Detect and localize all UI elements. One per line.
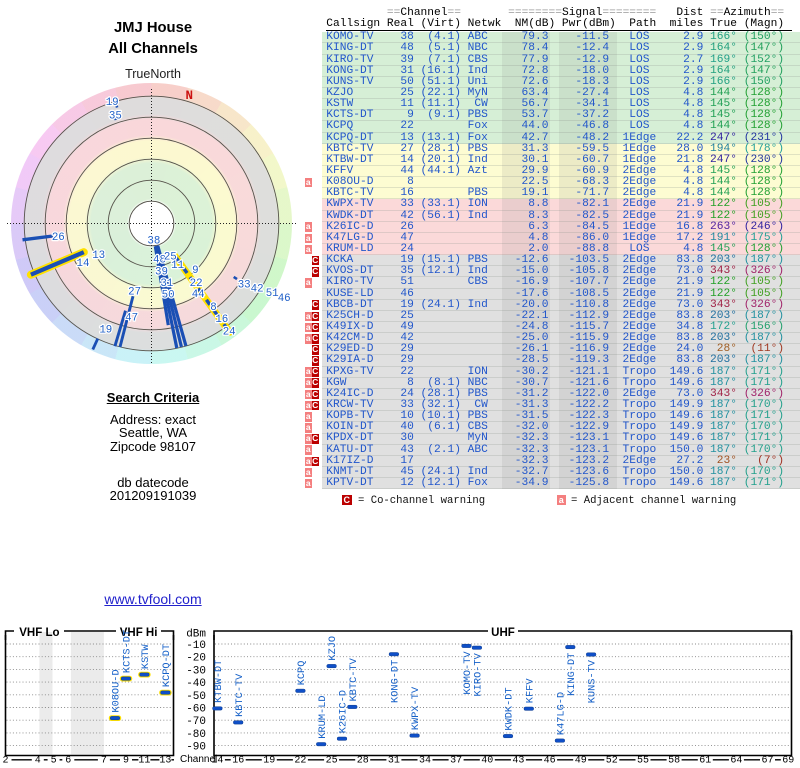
svg-text:46: 46 [544,756,556,767]
svg-text:KSTW: KSTW [140,644,152,670]
svg-text:KTBW-DT: KTBW-DT [213,660,225,703]
svg-text:43: 43 [512,756,524,767]
svg-text:KCPQ-DT: KCPQ-DT [161,644,173,687]
svg-text:9: 9 [123,756,129,767]
svg-text:11: 11 [171,260,184,272]
svg-text:50: 50 [162,289,175,301]
svg-text:KBTC-TV: KBTC-TV [234,673,246,717]
svg-text:K47LG-D: K47LG-D [556,692,568,735]
svg-text:14: 14 [211,756,223,767]
svg-text:22: 22 [294,756,306,767]
svg-text:26: 26 [52,232,65,244]
svg-text:13: 13 [159,756,171,767]
svg-text:-60: -60 [186,704,206,716]
svg-text:8: 8 [210,302,216,314]
svg-text:N: N [186,89,194,103]
svg-text:19: 19 [106,97,119,109]
svg-text:K08OU-D: K08OU-D [111,669,123,712]
svg-text:37: 37 [450,756,462,767]
svg-text:27: 27 [128,286,141,298]
svg-text:-50: -50 [186,691,206,703]
svg-text:KUNS-TV: KUNS-TV [587,659,599,703]
svg-text:11: 11 [138,756,150,767]
svg-text:31: 31 [161,278,174,290]
svg-text:31: 31 [388,756,400,767]
svg-text:KOMO-TV: KOMO-TV [462,651,474,695]
svg-text:69: 69 [782,756,794,767]
svg-text:-80: -80 [186,729,206,741]
svg-text:4: 4 [35,756,41,767]
svg-text:K26IC-D: K26IC-D [338,690,350,733]
svg-text:49: 49 [575,756,587,767]
svg-text:KWDK-DT: KWDK-DT [504,687,516,730]
svg-text:58: 58 [668,756,680,767]
svg-text:19: 19 [263,756,275,767]
svg-text:67: 67 [761,756,773,767]
svg-text:KIRO-TV: KIRO-TV [473,652,485,696]
svg-text:16: 16 [232,756,244,767]
svg-text:25: 25 [326,756,338,767]
svg-text:KWPX-TV: KWPX-TV [410,686,422,730]
svg-text:KING-DT: KING-DT [566,653,578,696]
svg-text:-70: -70 [186,716,206,728]
svg-text:52: 52 [606,756,618,767]
svg-text:38: 38 [148,235,161,247]
svg-text:VHF Lo: VHF Lo [19,627,59,639]
svg-text:48: 48 [153,254,166,266]
svg-text:47: 47 [125,312,138,324]
svg-text:-20: -20 [186,653,206,665]
svg-text:6: 6 [65,756,71,767]
svg-text:55: 55 [637,756,649,767]
svg-text:9: 9 [192,265,198,277]
svg-text:14: 14 [77,258,90,270]
svg-text:39: 39 [155,266,168,278]
svg-text:28: 28 [357,756,369,767]
svg-text:35: 35 [109,110,122,122]
svg-text:UHF: UHF [491,627,515,639]
svg-text:42: 42 [251,283,264,295]
svg-text:16: 16 [216,314,229,326]
svg-text:22: 22 [190,278,203,290]
svg-text:44: 44 [192,289,205,301]
svg-text:-40: -40 [186,678,206,690]
svg-text:34: 34 [419,756,431,767]
svg-text:-90: -90 [186,742,206,754]
svg-text:13: 13 [92,250,105,262]
svg-text:7: 7 [101,756,107,767]
svg-text:KONG-DT: KONG-DT [390,660,402,703]
svg-text:46: 46 [278,293,291,305]
svg-text:dBm: dBm [186,629,206,641]
svg-text:5: 5 [51,756,57,767]
svg-text:-30: -30 [186,665,206,677]
svg-text:25: 25 [164,251,177,263]
svg-text:KFFV: KFFV [524,678,536,704]
svg-text:KCTS-DT: KCTS-DT [122,630,134,673]
svg-text:KBTC-TV: KBTC-TV [348,657,360,701]
svg-text:24: 24 [223,326,236,338]
svg-text:19: 19 [100,324,113,336]
svg-text:61: 61 [699,756,711,767]
svg-text:51: 51 [266,288,279,300]
svg-text:VHF Hi: VHF Hi [120,627,158,639]
svg-text:KZJO: KZJO [327,636,339,661]
svg-text:64: 64 [730,756,742,767]
svg-text:KRUM-LD: KRUM-LD [317,695,329,738]
svg-text:Channel: Channel [180,754,217,765]
svg-text:33: 33 [238,279,251,291]
svg-text:40: 40 [481,756,493,767]
svg-text:KCPQ: KCPQ [296,661,308,686]
svg-text:2: 2 [2,756,8,767]
svg-text:-10: -10 [186,640,206,652]
